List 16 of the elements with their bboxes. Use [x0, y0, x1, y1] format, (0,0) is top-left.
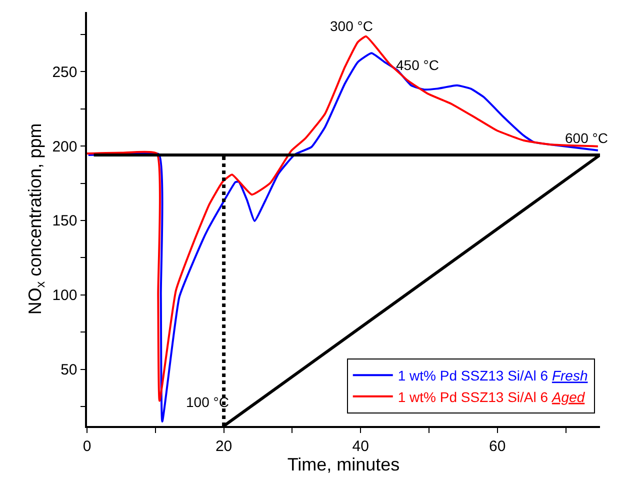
- annotation: 100 °C: [186, 394, 229, 410]
- legend-label: 1 wt% Pd SSZ13 Si/Al 6 Aged: [398, 388, 586, 405]
- x-tick-label: 0: [82, 438, 92, 455]
- y-tick-label: 50: [60, 362, 78, 379]
- x-tick-label: 40: [352, 438, 369, 455]
- y-tick-label: 150: [52, 212, 78, 230]
- x-tick-label: 60: [489, 438, 506, 455]
- legend-label: 1 wt% Pd SSZ13 Si/Al 6 Fresh: [398, 368, 588, 384]
- y-tick-label: 250: [52, 64, 78, 81]
- annotation: 300 °C: [330, 18, 373, 34]
- y-tick-label: 200: [52, 138, 78, 156]
- annotation: 450 °C: [396, 57, 439, 73]
- x-tick-label: 20: [215, 438, 232, 455]
- annotation: 600 °C: [565, 130, 608, 146]
- x-axis-title: Time, minutes: [287, 454, 400, 475]
- y-tick-label: 100: [52, 287, 78, 304]
